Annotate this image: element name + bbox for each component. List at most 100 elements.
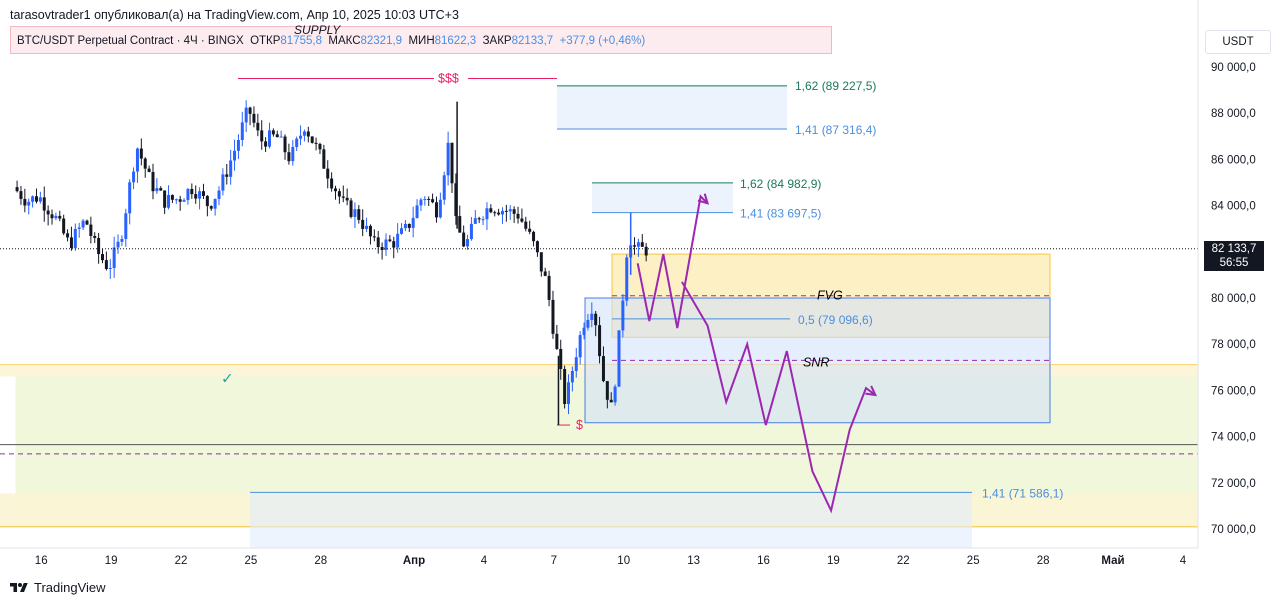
candle-down — [520, 218, 524, 222]
x-tick-label: 19 — [827, 555, 840, 567]
candle-down — [151, 171, 155, 192]
candle-down — [275, 134, 279, 138]
candle-down — [601, 356, 605, 382]
candle-down — [283, 136, 287, 153]
check-mark: ✓ — [221, 370, 234, 387]
close-value: 82133,7 — [511, 35, 554, 47]
candle-up — [384, 239, 388, 250]
candle-down — [19, 191, 23, 199]
candle-down — [376, 237, 380, 248]
candle-up — [411, 217, 415, 228]
candle-down — [427, 198, 431, 200]
candle-up — [120, 238, 124, 242]
candle-up — [574, 357, 578, 371]
candle-up — [419, 199, 423, 206]
candle-down — [454, 183, 458, 217]
candle-down — [516, 213, 520, 219]
candle-down — [42, 197, 46, 211]
fib-162-lower-label: 1,62 (84 982,9) — [740, 177, 821, 191]
candle-down — [431, 199, 435, 203]
candle-up — [213, 198, 217, 209]
candle-up — [155, 188, 159, 192]
candle-down — [69, 237, 73, 249]
candle-down — [543, 271, 547, 276]
candle-up — [485, 208, 489, 220]
candle-up — [186, 188, 190, 201]
currency-selector[interactable]: USDT — [1205, 30, 1271, 54]
candle-up — [244, 107, 248, 123]
y-tick-label: 80 000,0 — [1211, 293, 1256, 305]
candle-down — [34, 196, 38, 202]
candle-down — [85, 220, 89, 225]
candle-up — [613, 386, 617, 403]
candle-up — [198, 191, 202, 199]
candle-down — [535, 241, 539, 253]
candle-up — [400, 228, 404, 234]
candle-down — [225, 174, 229, 177]
candle-down — [559, 348, 563, 370]
candle-up — [31, 196, 35, 202]
symbol-name[interactable]: BTC/USDT Perpetual Contract · 4Ч · BINGX — [17, 35, 244, 47]
bearish-scenario-path — [681, 281, 876, 514]
candle-down — [58, 215, 62, 219]
candle-up — [299, 135, 303, 139]
candle-down — [357, 209, 361, 220]
y-tick-label: 70 000,0 — [1211, 524, 1256, 536]
candle-down — [147, 168, 151, 172]
x-tick-label: 22 — [897, 555, 910, 567]
candle-down — [256, 122, 260, 131]
candle-up — [415, 205, 419, 218]
footer-brand[interactable]: TradingView — [10, 580, 106, 595]
x-tick-label: 28 — [1037, 555, 1050, 567]
candle-down — [159, 188, 163, 191]
candle-down — [62, 218, 66, 234]
candle-down — [205, 195, 209, 207]
candle-up — [217, 190, 221, 199]
candle-up — [617, 330, 621, 387]
candle-down — [194, 194, 198, 199]
candle-up — [135, 148, 139, 172]
candle-down — [23, 198, 27, 206]
x-tick-label: 25 — [967, 555, 980, 567]
candle-up — [567, 382, 571, 405]
candle-down — [539, 252, 543, 272]
fib-zone-upper — [557, 84, 787, 129]
fib-162-upper-label: 1,62 (89 227,5) — [795, 79, 876, 93]
candle-down — [306, 131, 310, 137]
candle-down — [372, 236, 376, 238]
candle-down — [633, 245, 637, 247]
candle-down — [287, 152, 291, 162]
open-value: 81755,8 — [280, 35, 322, 47]
x-tick-label: 22 — [175, 555, 188, 567]
candle-down — [310, 136, 314, 143]
candle-up — [81, 220, 85, 228]
candle-down — [644, 246, 648, 256]
candle-up — [621, 300, 625, 331]
candle-down — [407, 223, 411, 228]
fib-141-bottom-label: 1,41 (71 586,1) — [982, 486, 1063, 500]
candle-down — [609, 399, 613, 403]
candle-up — [578, 335, 582, 358]
candle-down — [462, 232, 466, 247]
candle-down — [477, 218, 481, 220]
x-tick-label: 10 — [617, 555, 630, 567]
candle-down — [349, 200, 353, 217]
candle-down — [260, 130, 264, 142]
candle-down — [201, 191, 205, 196]
current-price-badge: 82 133,7 56:55 — [1204, 241, 1264, 271]
candle-up — [466, 239, 470, 247]
x-tick-label: 16 — [35, 555, 48, 567]
candle-down — [209, 206, 213, 209]
candle-up — [446, 142, 450, 176]
fib-141-lower-label: 1,41 (83 697,5) — [740, 207, 821, 221]
candle-down — [345, 197, 349, 201]
candle-down — [66, 233, 70, 238]
candle-up — [128, 182, 132, 214]
candle-down — [551, 299, 555, 334]
supply-label: SUPPLY — [294, 23, 341, 37]
candle-down — [252, 113, 256, 123]
candle-down — [264, 141, 268, 147]
ohlc-line: BTC/USDT Perpetual Contract · 4Ч · BINGX… — [17, 35, 645, 47]
candle-down — [101, 254, 105, 261]
